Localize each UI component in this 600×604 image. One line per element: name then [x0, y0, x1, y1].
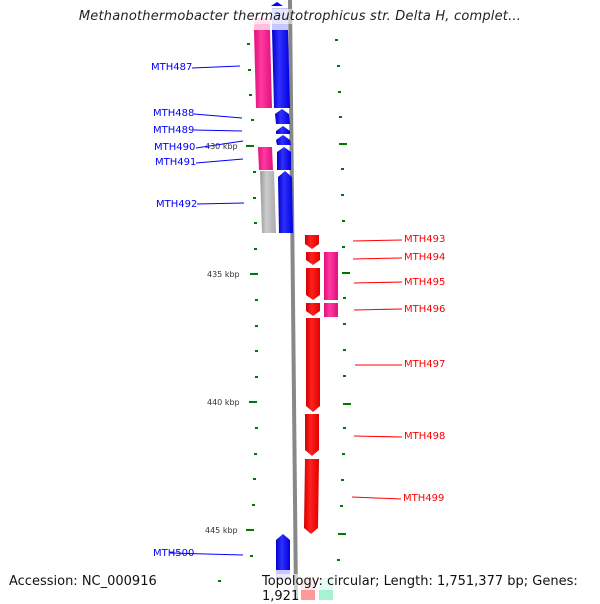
gene-feature[interactable] [306, 252, 320, 265]
gene-label-mth497[interactable]: MTH497 [404, 359, 445, 370]
genome-summary-text: Topology: circular; Length: 1,751,377 bp… [262, 574, 600, 604]
tick-label-440: 440 kbp [207, 398, 240, 407]
gene-label-mth488[interactable]: MTH488 [153, 108, 194, 119]
tick-label-445: 445 kbp [205, 526, 238, 535]
gene-feature[interactable] [276, 135, 291, 145]
gene-feature[interactable] [272, 30, 290, 108]
gene-label-mth498[interactable]: MTH498 [404, 431, 445, 442]
gene-feature[interactable] [260, 171, 276, 233]
gene-label-mth495[interactable]: MTH495 [404, 277, 445, 288]
gene-label-mth500[interactable]: MTH500 [153, 548, 194, 559]
gene-feature[interactable] [305, 235, 319, 249]
gene-label-mth494[interactable]: MTH494 [404, 252, 445, 263]
gene-feature[interactable] [254, 30, 272, 108]
gene-feature[interactable] [305, 414, 319, 456]
gene-feature[interactable] [276, 534, 290, 570]
gene-feature[interactable] [306, 318, 320, 412]
gene-label-mth491[interactable]: MTH491 [155, 157, 196, 168]
gene-label-mth493[interactable]: MTH493 [404, 234, 445, 245]
gene-feature[interactable] [324, 252, 338, 300]
gene-feature[interactable] [278, 171, 293, 233]
gene-feature[interactable] [277, 147, 291, 170]
tick-label-430: 430 kbp [205, 142, 238, 151]
left-feature-track [254, 18, 276, 233]
gene-feature[interactable] [276, 126, 290, 134]
left-gene-labels: MTH487 MTH488 MTH489 MTH490 MTH491 MTH49… [151, 62, 245, 559]
gene-label-mth496[interactable]: MTH496 [404, 304, 445, 315]
gene-feature[interactable] [324, 303, 338, 317]
gene-label-mth487[interactable]: MTH487 [151, 62, 192, 73]
gene-feature[interactable] [306, 303, 320, 316]
right-feature-track [319, 252, 338, 600]
accession-text: Accession: NC_000916 [9, 574, 157, 589]
gene-feature[interactable] [275, 109, 290, 124]
map-title: Methanothermobacter thermautotrophicus s… [0, 9, 600, 24]
right-ticks [335, 39, 351, 561]
gene-label-mth499[interactable]: MTH499 [403, 493, 444, 504]
reverse-strand-track [301, 235, 320, 600]
gene-label-mth492[interactable]: MTH492 [156, 199, 197, 210]
gene-feature[interactable] [306, 268, 320, 300]
left-ticks [218, 43, 258, 582]
gene-label-mth490[interactable]: MTH490 [154, 142, 195, 153]
gene-feature[interactable] [258, 147, 273, 170]
backbone [288, 0, 298, 600]
forward-strand-track [271, 2, 293, 580]
gene-label-mth489[interactable]: MTH489 [153, 125, 194, 136]
right-gene-labels: MTH493 MTH494 MTH495 MTH496 MTH497 MTH49… [351, 234, 445, 504]
gene-feature[interactable] [304, 459, 319, 534]
tick-label-435: 435 kbp [207, 270, 240, 279]
